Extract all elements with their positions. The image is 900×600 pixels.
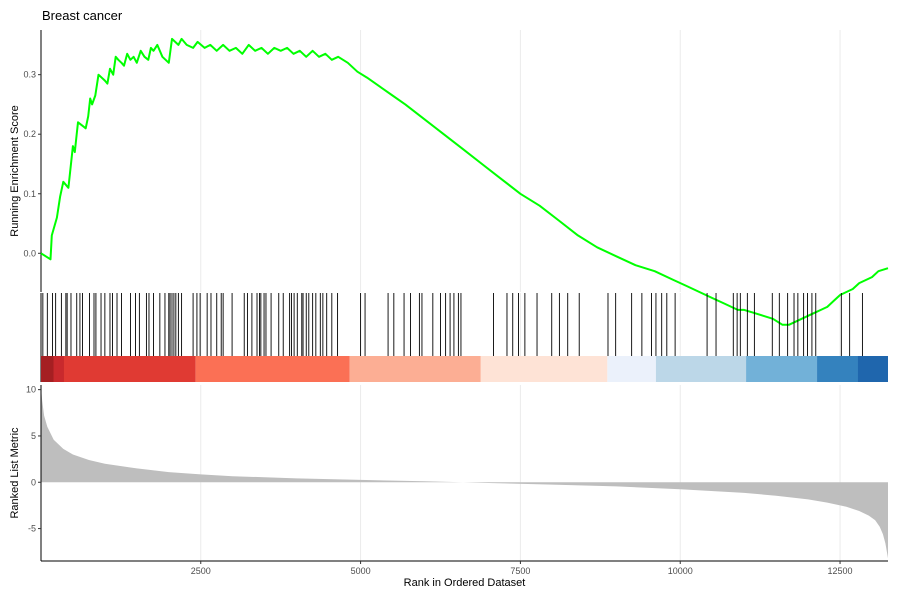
rank-color-band-1 — [195, 356, 350, 382]
rank-color-band-0 — [41, 356, 196, 382]
es-y-tick-label: 0.2 — [23, 129, 36, 139]
x-tick-label: 2500 — [191, 566, 211, 576]
rank-color-band-5 — [655, 356, 747, 382]
chart-title: Breast cancer — [42, 8, 123, 23]
metric-y-tick-label: 10 — [26, 385, 36, 395]
metric-y-axis-title: Ranked List Metric — [9, 427, 21, 519]
rank-color-band-3 — [480, 356, 608, 382]
metric-y-tick-label: 0 — [31, 477, 36, 487]
rank-color-stripe-1 — [53, 356, 64, 382]
metric-y-tick-label: -5 — [28, 524, 36, 534]
es-y-tick-label: 0.3 — [23, 70, 36, 80]
x-tick-label: 12500 — [828, 566, 853, 576]
rank-color-band-2 — [349, 356, 481, 382]
metric-y-tick-label: 5 — [31, 431, 36, 441]
x-axis-title: Rank in Ordered Dataset — [404, 577, 526, 589]
x-tick-label: 5000 — [351, 566, 371, 576]
rank-color-stripe-2 — [857, 356, 888, 382]
x-tick-label: 10000 — [668, 566, 693, 576]
rank-color-band-4 — [607, 356, 656, 382]
rank-color-stripe-0 — [41, 356, 54, 382]
running-enrichment-line — [40, 37, 889, 326]
rank-color-band-6 — [746, 356, 818, 382]
es-y-tick-label: 0.1 — [23, 189, 36, 199]
es-y-tick-label: 0.0 — [23, 248, 36, 258]
x-tick-label: 7500 — [510, 566, 530, 576]
es-y-axis-title: Running Enrichment Score — [9, 105, 21, 236]
ranked-metric-area — [41, 387, 888, 559]
